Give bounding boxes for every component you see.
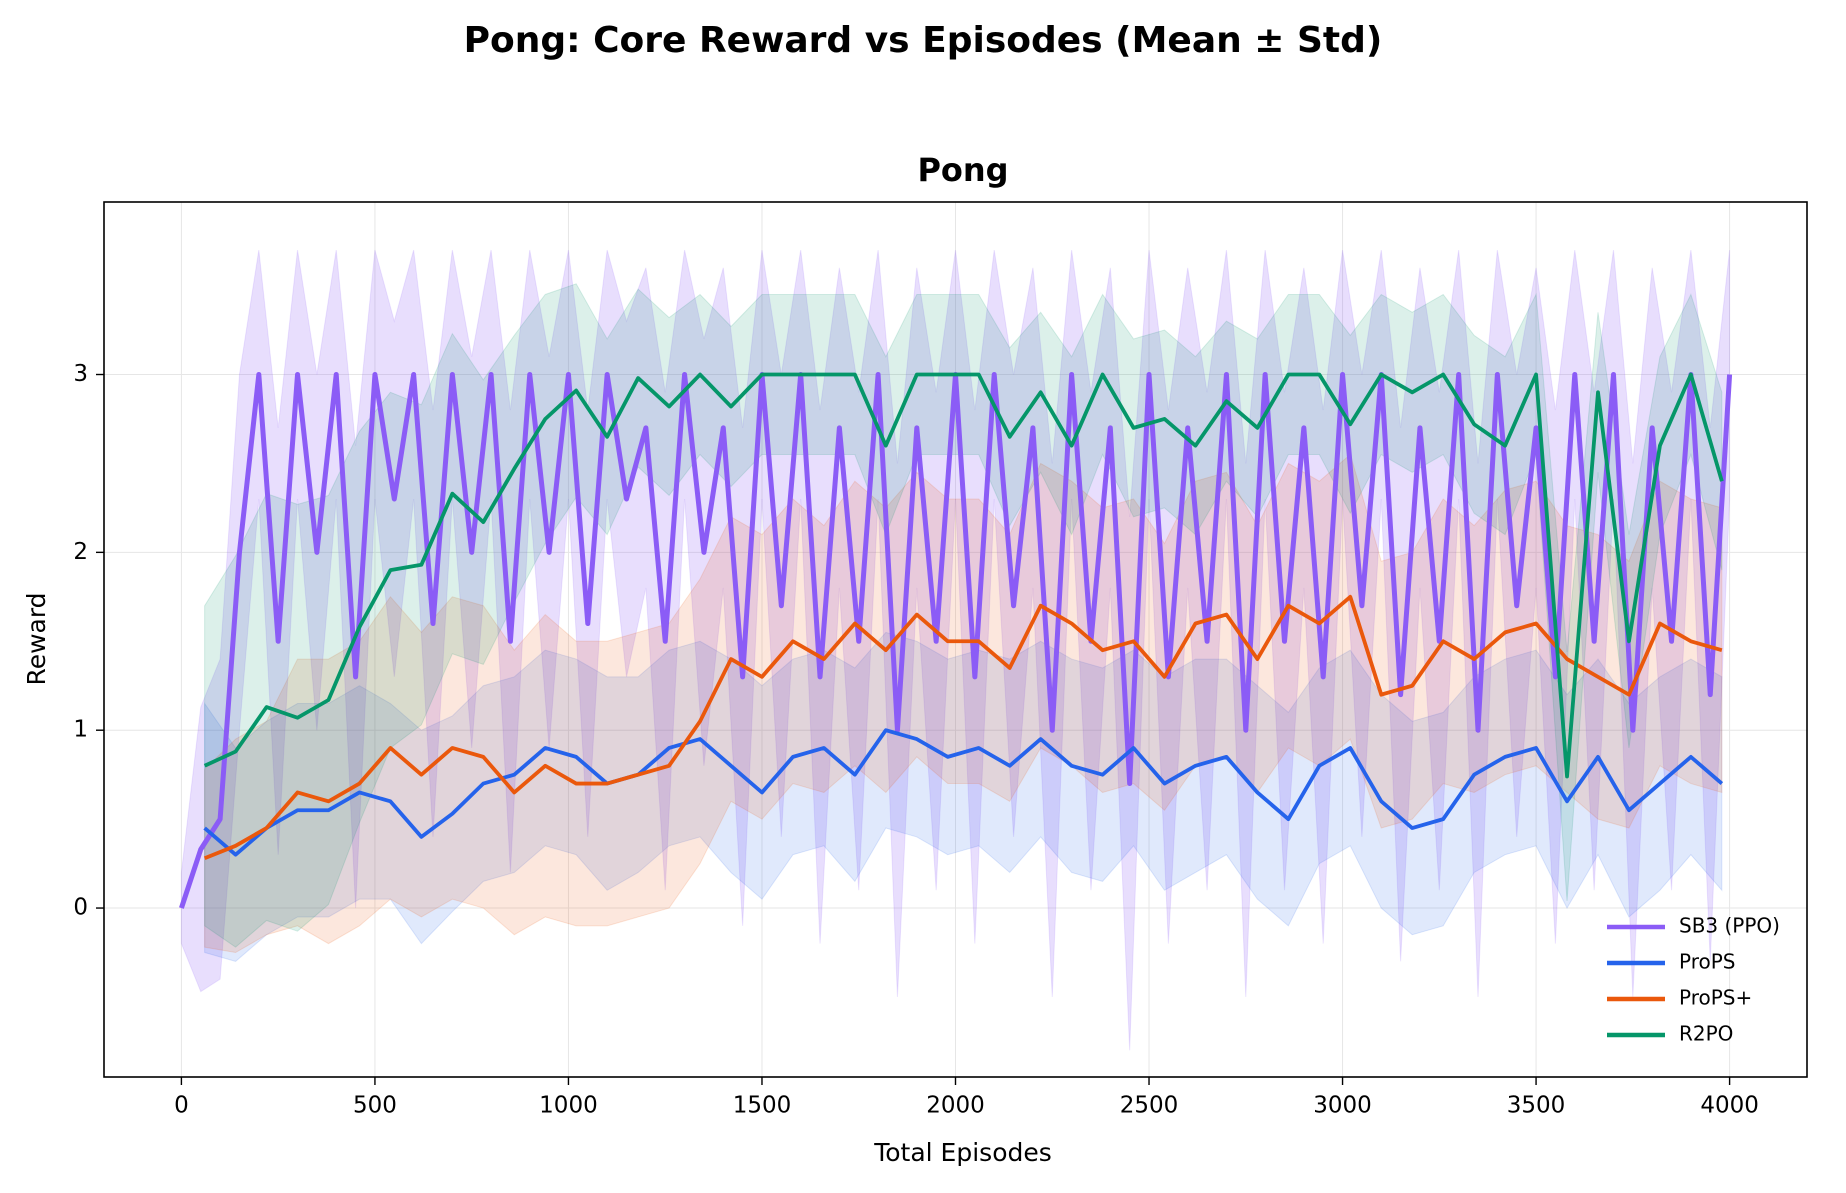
std-band: [204, 631, 1723, 962]
x-tick-label: 500: [353, 1093, 397, 1119]
x-tick-label: 4000: [1700, 1093, 1759, 1119]
axes-title: Pong: [917, 151, 1008, 189]
y-axis-label: Reward: [22, 592, 51, 685]
y-tick-label: 2: [73, 539, 88, 565]
legend: SB3 (PPO) ProPS ProPS+ R2PO: [1607, 914, 1780, 1046]
legend-label: ProPS+: [1679, 986, 1752, 1010]
legend-label: ProPS: [1679, 950, 1735, 974]
y-tick-label: 0: [73, 895, 88, 921]
std-band: [180, 249, 1731, 1051]
x-tick-label: 3000: [1313, 1093, 1372, 1119]
series-line: [203, 372, 1724, 779]
x-tick-label: 1000: [539, 1093, 598, 1119]
x-axis-label: Total Episodes: [873, 1138, 1052, 1167]
grid: [104, 202, 1807, 1077]
legend-label: SB3 (PPO): [1679, 914, 1780, 938]
ticks: 0 500 1000 1500 2000 2500 3000 3500 4000 0 1 2 3: [73, 361, 1759, 1118]
x-tick-label: 0: [174, 1093, 189, 1119]
series-line: [203, 728, 1724, 857]
y-tick-label: 3: [73, 361, 88, 387]
std-band: [204, 453, 1723, 954]
x-tick-label: 1500: [733, 1093, 792, 1119]
plot-area: [179, 249, 1733, 1051]
y-tick-label: 1: [73, 717, 88, 743]
chart-title: Pong: Core Reward vs Episodes (Mean ± St…: [464, 20, 1383, 61]
x-tick-label: 2500: [1120, 1093, 1179, 1119]
legend-label: R2PO: [1679, 1022, 1733, 1046]
x-tick-label: 2000: [926, 1093, 985, 1119]
series-line: [203, 594, 1723, 861]
x-tick-label: 3500: [1507, 1093, 1566, 1119]
std-band: [204, 283, 1723, 948]
